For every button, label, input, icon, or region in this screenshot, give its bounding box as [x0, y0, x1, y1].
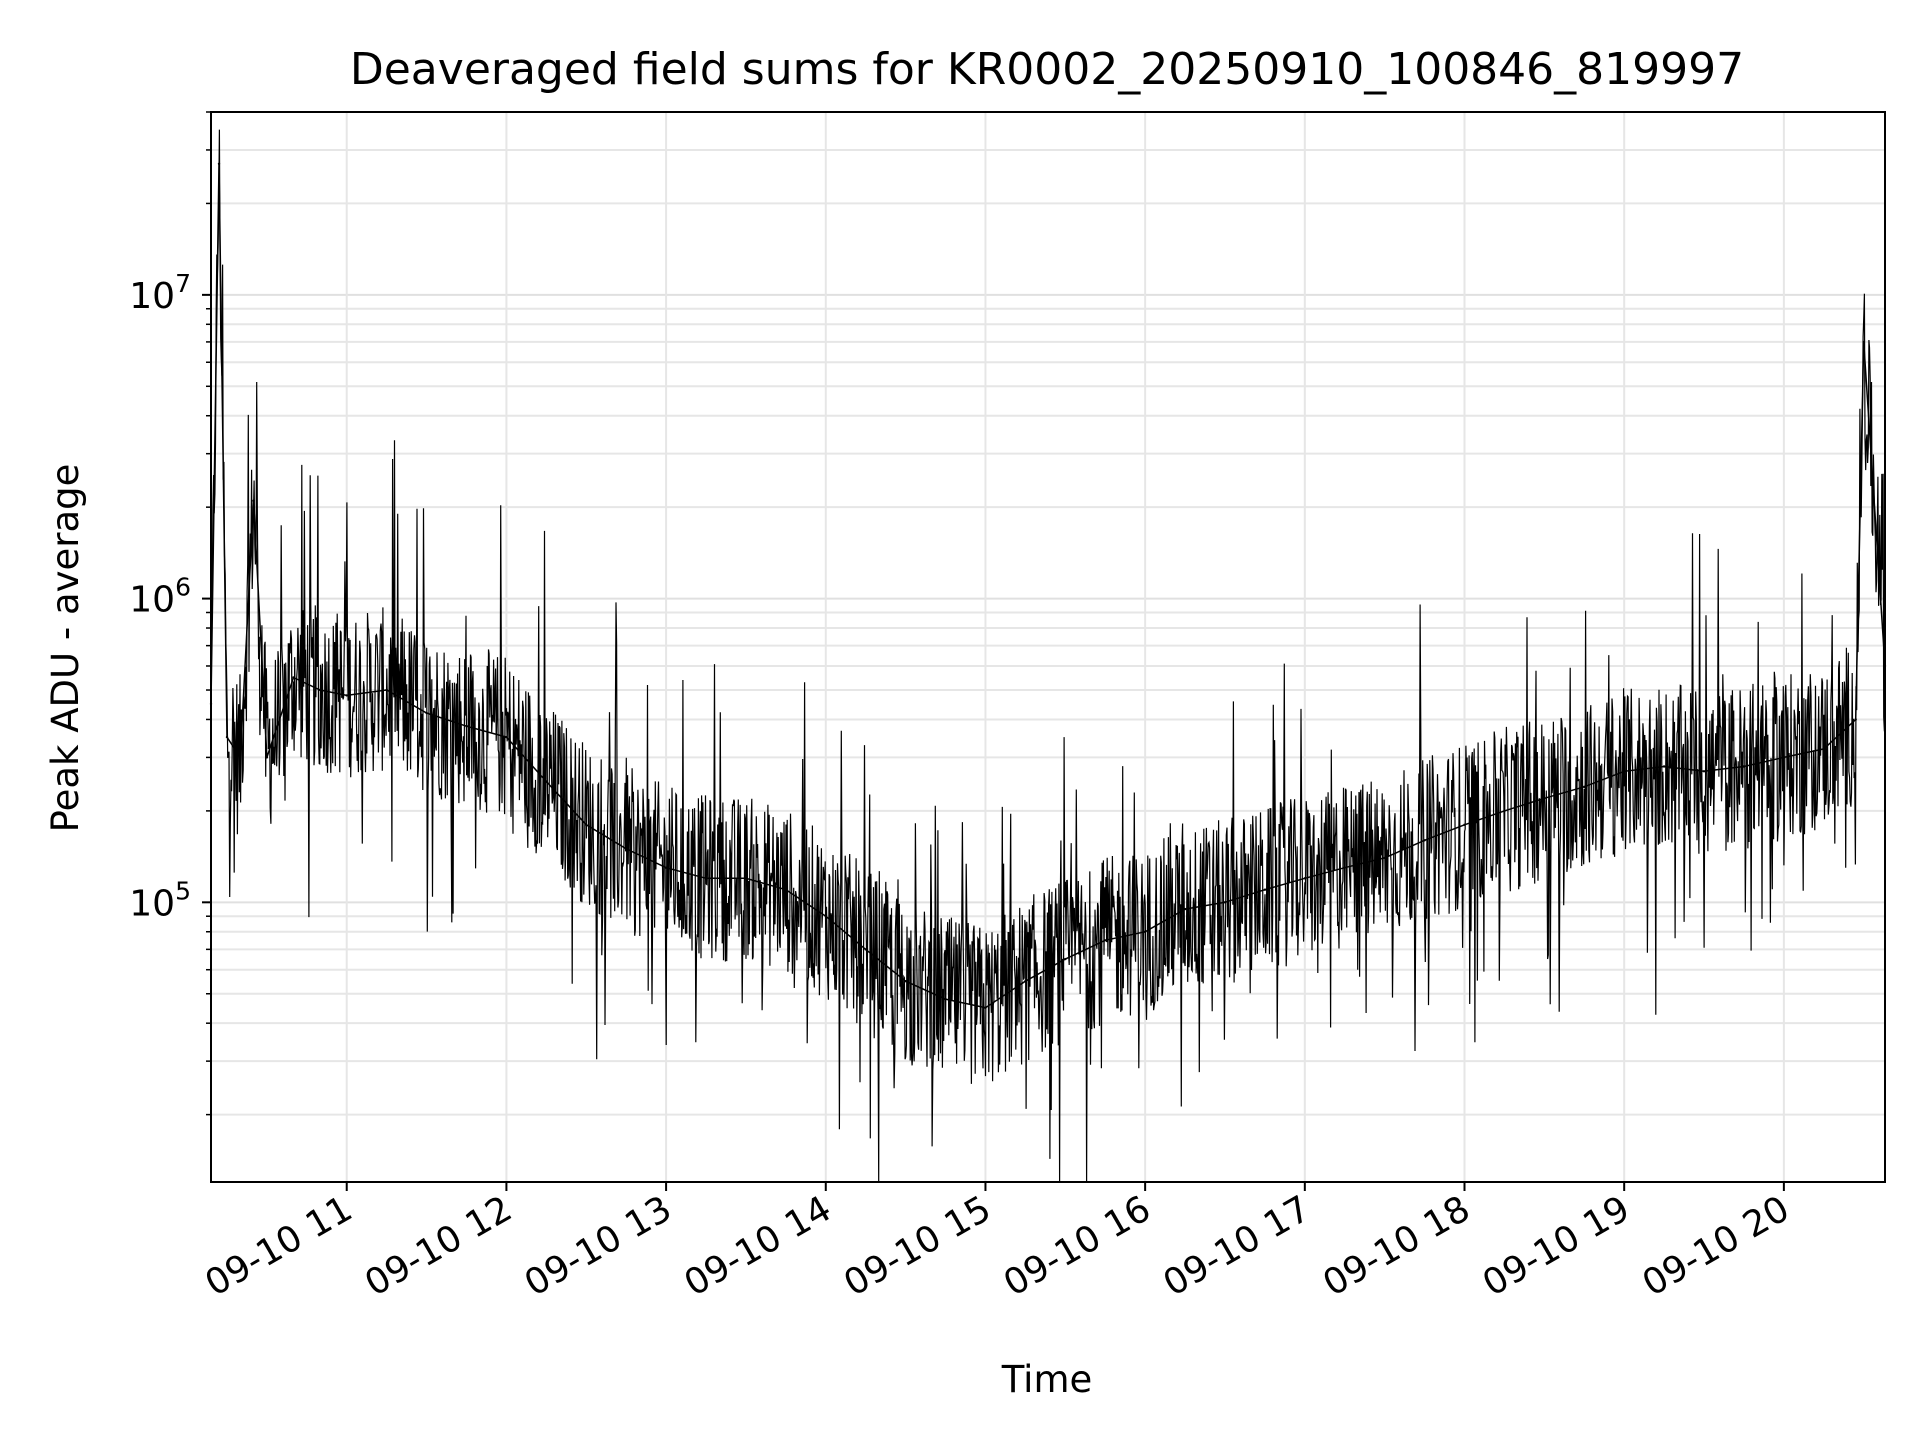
data-point: [1543, 797, 1545, 799]
data-point: [1855, 718, 1857, 720]
chart-title: Deaveraged field sums for KR0002_2025091…: [350, 44, 1744, 95]
data-point: [1863, 341, 1865, 343]
data-point: [1224, 901, 1226, 903]
data-point: [865, 948, 867, 950]
data-point: [625, 848, 627, 850]
data-point: [346, 694, 348, 696]
data-point: [1384, 857, 1386, 859]
data-point: [218, 163, 220, 165]
data-point: [425, 712, 427, 714]
data-point: [904, 980, 906, 982]
data-point: [1583, 786, 1585, 788]
data-point: [1144, 931, 1146, 933]
data-point: [1184, 908, 1186, 910]
data-point: [252, 500, 254, 502]
data-point: [1623, 770, 1625, 772]
data-point: [1104, 939, 1106, 941]
data-point: [386, 689, 388, 691]
data-point: [1304, 877, 1306, 879]
chart: 09-10 11 09-10 12 09-10 13 09-10 14 09-10 15…: [0, 0, 1920, 1440]
data-point: [1423, 839, 1425, 841]
data-point: [319, 689, 321, 691]
data-point: [465, 725, 467, 727]
data-point: [266, 756, 268, 758]
data-point: [825, 915, 827, 917]
data-point: [545, 780, 547, 782]
data-point: [1264, 889, 1266, 891]
data-point: [984, 1007, 986, 1009]
data-point: [292, 676, 294, 678]
data-point: [785, 889, 787, 891]
data-point: [944, 998, 946, 1000]
data-point: [585, 824, 587, 826]
data-point: [1743, 765, 1745, 767]
data-point: [745, 877, 747, 879]
data-point: [1064, 958, 1066, 960]
data-point: [1703, 770, 1705, 772]
data-point: [1463, 824, 1465, 826]
data-point: [239, 756, 241, 758]
data-point: [1024, 980, 1026, 982]
data-point: [665, 867, 667, 869]
data-point: [1503, 810, 1505, 812]
data-point: [1344, 867, 1346, 869]
data-point: [505, 736, 507, 738]
data-point: [1663, 765, 1665, 767]
data-point: [1783, 756, 1785, 758]
data-point: [705, 877, 707, 879]
x-axis-label: Time: [1001, 1358, 1093, 1401]
data-point: [226, 736, 228, 738]
data-point: [1823, 748, 1825, 750]
y-axis-label: Peak ADU - average: [44, 464, 87, 833]
